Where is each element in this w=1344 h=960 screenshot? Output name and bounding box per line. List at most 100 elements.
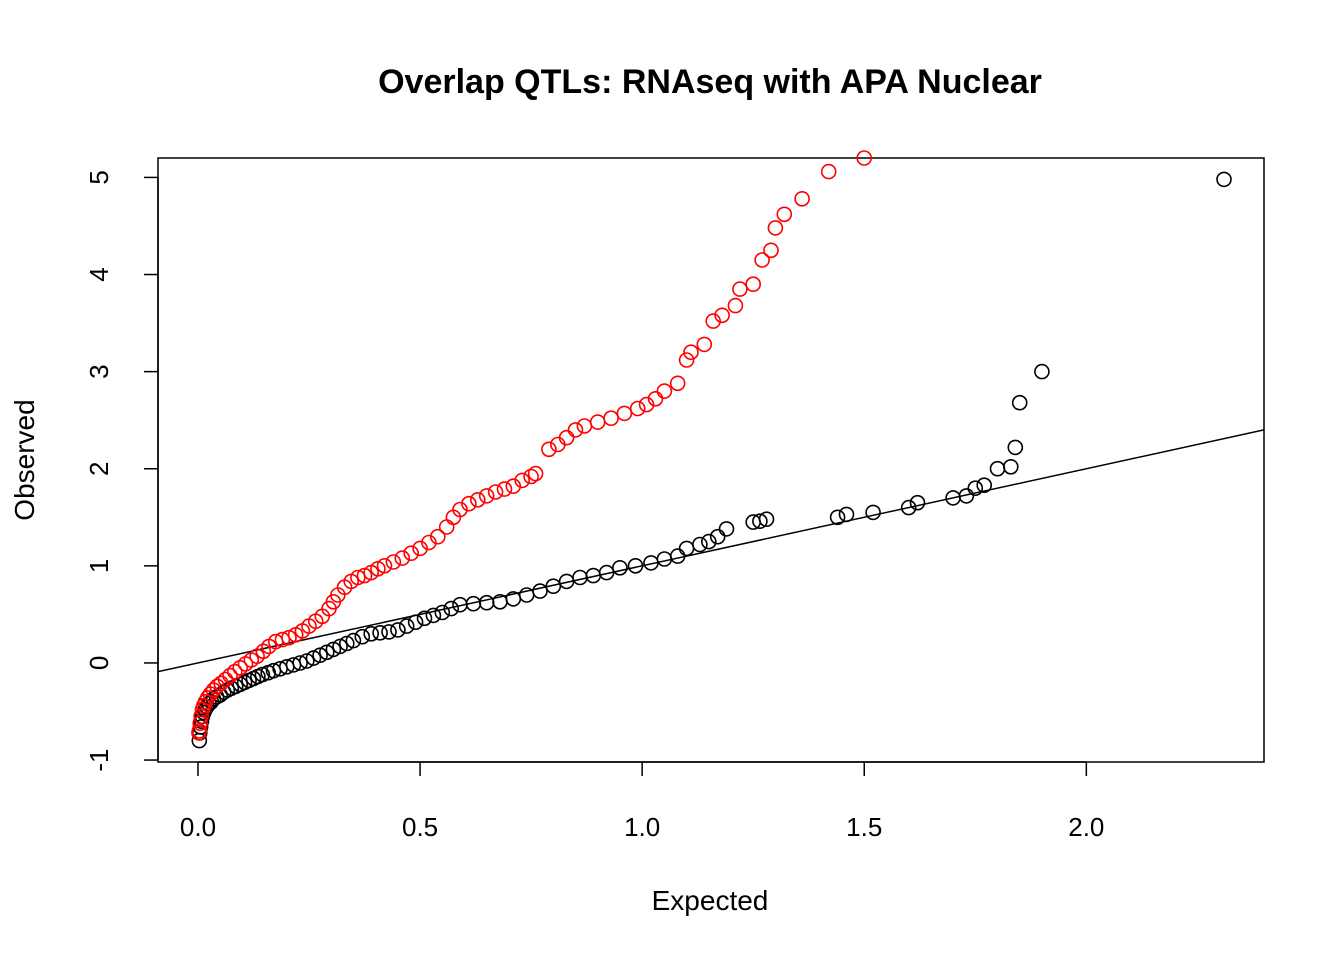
data-point [478, 594, 495, 611]
data-point [217, 671, 234, 688]
data-point [700, 533, 717, 550]
reference-line-layer [158, 429, 1264, 673]
data-point [523, 468, 539, 485]
data-point [527, 465, 544, 482]
data-point [452, 501, 468, 518]
data-point [794, 191, 810, 207]
x-tick-label: 1.0 [624, 812, 660, 842]
data-point [612, 559, 628, 576]
data-point [213, 675, 229, 692]
data-point [669, 548, 686, 564]
y-tick-label: -1 [84, 748, 114, 771]
data-point [222, 667, 238, 684]
y-tick-label: 3 [84, 364, 114, 378]
data-point [363, 625, 380, 642]
data-point [909, 494, 926, 511]
data-point [325, 641, 342, 658]
data-point [381, 624, 397, 640]
data-point [532, 583, 548, 599]
data-point [416, 610, 433, 627]
data-point [425, 607, 442, 624]
data-point [496, 481, 513, 497]
data-point [478, 488, 495, 504]
data-point [718, 521, 735, 537]
data-point [421, 534, 437, 551]
x-tick-label: 0.5 [402, 812, 438, 842]
x-axis: 0.0 0.5 1.0 1.5 2.0 [180, 761, 1104, 842]
data-point [758, 511, 775, 528]
chart-title: Overlap QTLs: RNAseq with APA Nuclear [378, 63, 1042, 101]
data-point [193, 708, 209, 725]
data-point [197, 693, 214, 710]
data-point [558, 429, 575, 446]
data-point [714, 307, 730, 324]
data-point [429, 528, 446, 545]
data-point [376, 557, 393, 574]
data-point [958, 488, 975, 504]
data-point [1011, 394, 1028, 411]
data-point [1002, 458, 1019, 475]
data-point [627, 557, 644, 574]
data-point [199, 690, 216, 706]
data-point [754, 252, 770, 268]
data-point [312, 647, 328, 664]
y-tick-label: 1 [84, 559, 114, 573]
data-point [345, 632, 362, 649]
data-point [669, 375, 686, 392]
y-axis-label: Observed [9, 399, 40, 520]
data-point [776, 206, 793, 223]
data-point [989, 460, 1006, 477]
data-point [394, 550, 411, 566]
data-point [732, 281, 748, 297]
data-point [274, 631, 291, 648]
data-point [589, 414, 606, 430]
data-point [356, 567, 373, 584]
y-tick-label: 0 [84, 656, 114, 670]
data-point [412, 540, 428, 557]
data-point [390, 622, 406, 638]
data-point [1034, 363, 1050, 380]
series-0 [191, 171, 1232, 749]
data-point [545, 578, 562, 595]
data-point [820, 163, 837, 180]
data-point [434, 604, 451, 621]
data-point [487, 484, 504, 500]
data-point [856, 150, 873, 166]
data-point [232, 659, 248, 676]
data-point [709, 528, 726, 545]
data-point [518, 587, 535, 603]
data-point [976, 477, 993, 494]
data-point [678, 540, 695, 557]
y-tick-label: 2 [84, 462, 114, 476]
data-point [838, 506, 855, 523]
data-point [638, 396, 655, 413]
data-point [298, 653, 315, 669]
data-point [745, 276, 762, 293]
data-point [656, 383, 673, 399]
data-point [763, 242, 779, 259]
data-point [696, 336, 713, 353]
data-point [443, 600, 460, 617]
data-point [469, 491, 486, 508]
data-point [752, 513, 768, 530]
data-point [692, 536, 708, 553]
data-point [900, 499, 917, 516]
data-point [505, 478, 522, 495]
data-point [403, 545, 420, 562]
data-point [727, 297, 744, 314]
data-point [678, 352, 695, 368]
reference-line [158, 429, 1264, 673]
data-point [567, 422, 584, 438]
data-point [829, 509, 846, 526]
data-point [350, 569, 366, 586]
data-point [656, 551, 673, 567]
data-point [292, 655, 308, 671]
data-point [1007, 439, 1024, 456]
data-point [683, 344, 699, 361]
data-point [332, 638, 348, 655]
plot-frame [157, 157, 1265, 763]
data-point [629, 400, 646, 417]
data-point [647, 390, 664, 407]
data-point [1216, 171, 1232, 188]
